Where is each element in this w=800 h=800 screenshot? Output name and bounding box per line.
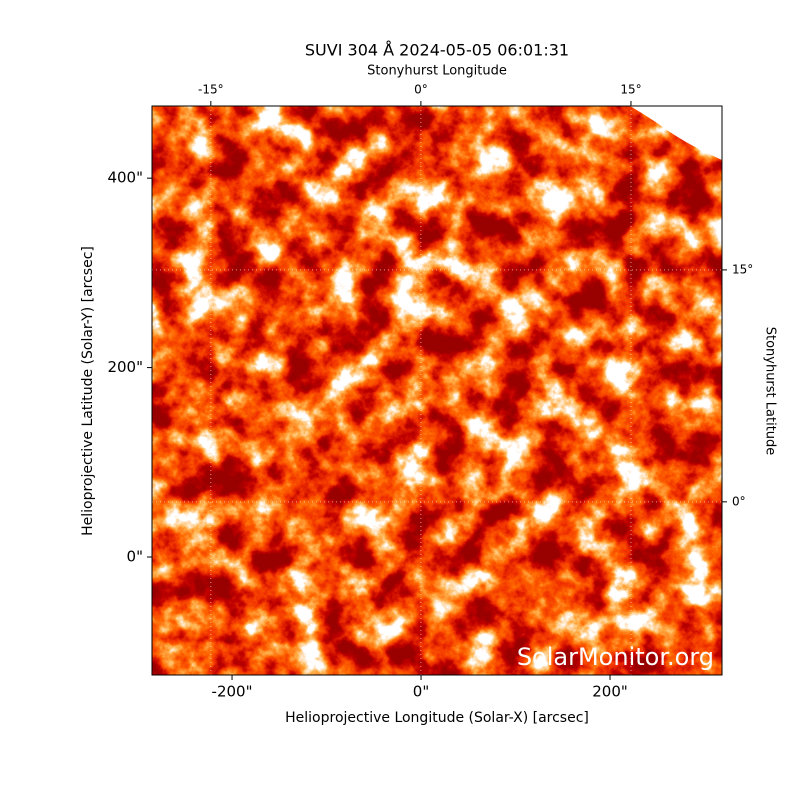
solar-image [152, 106, 722, 675]
y2-tick-label: 15° [732, 262, 753, 276]
chart-title: SUVI 304 Å 2024-05-05 06:01:31 [305, 41, 569, 60]
y2-axis-label: Stonyhurst Latitude [763, 327, 778, 456]
x-tick-label: 0" [413, 683, 429, 701]
x-axis-label: Helioprojective Longitude (Solar-X) [arc… [285, 710, 589, 726]
off-limb [630, 106, 722, 160]
x2-tick-label: -15° [198, 83, 224, 97]
x-tick-label: 200" [592, 683, 628, 701]
image-texture [152, 106, 722, 675]
x-tick-label: -200" [212, 683, 253, 701]
y-tick-label: 0" [127, 547, 143, 565]
y-tick-label: 400" [107, 169, 143, 187]
watermark: SolarMonitor.org [517, 643, 714, 671]
y-axis-label: Helioprojective Latitude (Solar-Y) [arcs… [80, 246, 96, 536]
x2-tick-label: 15° [620, 83, 641, 97]
x2-axis-label: Stonyhurst Longitude [367, 64, 507, 79]
y-tick-label: 200" [107, 358, 143, 376]
y2-tick-label: 0° [732, 494, 746, 508]
x2-tick-label: 0° [414, 83, 428, 97]
plot-frame [151, 105, 723, 676]
